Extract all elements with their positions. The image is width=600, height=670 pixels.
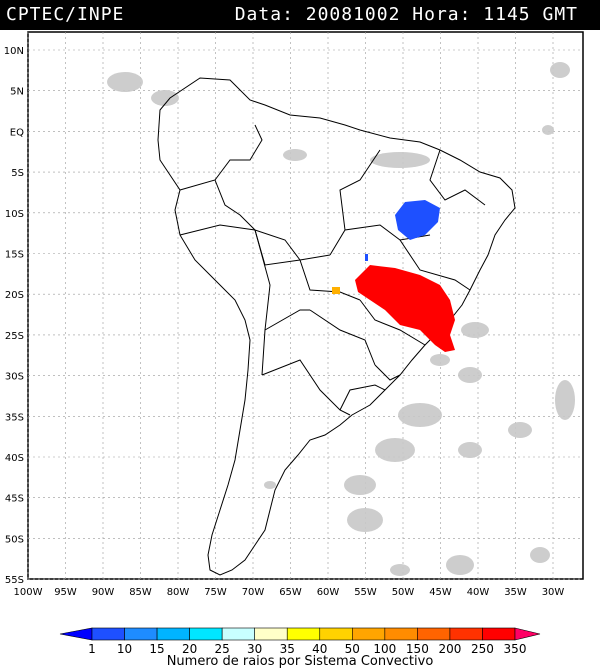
legend-swatch [189,627,223,641]
lon-label: 100W [14,587,43,598]
legend-tick-label: 35 [280,642,295,656]
lat-label: 35S [5,412,24,423]
legend-title: Numero de raios por Sistema Convectivo [166,654,434,669]
lat-label: 10S [5,209,24,220]
legend-tick-label: 50 [345,642,360,656]
convective-system-southeast-brazil [355,265,455,352]
convective-system-paraguay-border [332,287,340,294]
lat-label: 45S [5,494,24,505]
lon-label: 30W [542,587,565,598]
legend-swatch [124,627,158,641]
legend-colorbar: 1 10 15 20 25 30 35 40 50 100 150 200 250 350 [59,627,541,656]
cloud-cover [107,62,575,576]
legend-tick-label: 350 [504,642,527,656]
legend-swatch [449,627,483,641]
lat-label: 15S [5,250,24,261]
map-frame [27,31,584,580]
lat-label: 10N [4,46,24,57]
legend-swatch [286,627,321,641]
lat-label: 25S [5,331,24,342]
country-borders [157,77,516,576]
south-america-coast [157,77,516,576]
legend-tick-label: 250 [471,642,494,656]
lat-lon-grid [27,32,583,580]
legend-swatch [254,627,288,641]
lon-label: 35W [504,587,527,598]
legend-tick-label: 15 [149,642,164,656]
legend-tick-label: 25 [215,642,230,656]
longitude-labels: 100W 95W 90W 85W 80W 75W 70W 65W 60W 55W 50W 45W 40W… [14,587,565,598]
legend-tick-label: 40 [312,642,327,656]
legend-tick-label: 200 [438,642,461,656]
legend-swatch [91,627,125,641]
legend-swatch [514,627,541,641]
lon-label: 95W [54,587,77,598]
legend-tick-label: 1 [88,642,96,656]
lon-label: 50W [392,587,415,598]
legend-swatch [384,627,418,641]
lon-label: 65W [279,587,302,598]
lon-label: 45W [429,587,452,598]
legend-tick-label: 20 [182,642,197,656]
lat-label: 30S [5,372,24,383]
lon-label: 70W [242,587,265,598]
legend-swatch [221,627,255,641]
legend-swatch [319,627,353,641]
lat-label: 40S [5,453,24,464]
lon-label: 60W [317,587,340,598]
lon-label: 85W [129,587,152,598]
lon-label: 75W [204,587,227,598]
legend-swatch [482,627,516,641]
legend-tick-label: 10 [117,642,132,656]
latitude-labels: 10N 5N EQ 5S 10S 15S 20S 25S 30S 35S 40S 45S 50S 55S [4,46,24,586]
legend-swatch [352,627,386,641]
lon-label: 90W [92,587,115,598]
lat-label: 5N [10,87,24,98]
convective-systems [332,200,455,352]
legend-tick-label: 150 [406,642,429,656]
lon-label: 55W [354,587,377,598]
lat-label: 55S [5,575,24,586]
lat-label: 50S [5,534,24,545]
lat-label: 20S [5,290,24,301]
lon-label: 80W [167,587,190,598]
lightning-map: 10N5NEQ5S10S15S20S25S30S35S40S45S50S55S … [4,31,584,598]
source-label: CPTEC/INPE [6,4,125,25]
legend-tick-label: 100 [373,642,396,656]
title-bar: CPTEC/INPE Data: 20081002 Hora: 1145 GMT [0,0,600,30]
datetime-label: Data: 20081002 Hora: 1145 GMT [234,4,578,25]
convective-system-northeast-brazil [395,200,440,240]
legend-swatch [59,627,93,641]
lat-label: EQ [10,127,24,138]
lat-label: 5S [11,168,24,179]
legend-swatch [417,627,451,641]
legend-tick-label: 30 [247,642,262,656]
lon-label: 40W [467,587,490,598]
legend-swatch [156,627,190,641]
